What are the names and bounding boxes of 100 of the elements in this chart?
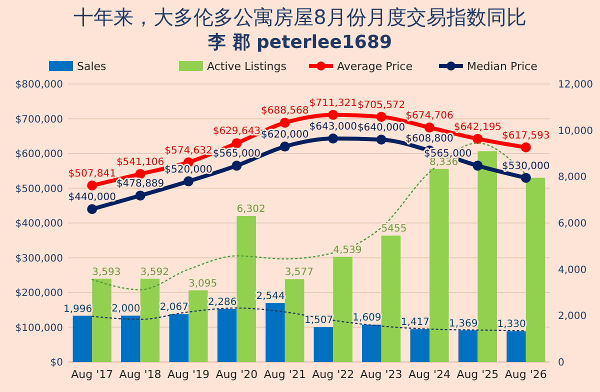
- bar: [381, 236, 401, 362]
- data-label: $507,841: [68, 168, 116, 180]
- x-tick-label: Aug '22: [312, 368, 354, 381]
- point: [87, 180, 98, 191]
- bar: [188, 290, 208, 362]
- data-label: 5455: [381, 224, 407, 235]
- x-tick-label: Aug '24: [408, 368, 450, 381]
- legend-label: Sales: [77, 60, 107, 73]
- data-label: $520,000: [164, 164, 212, 176]
- bar: [333, 256, 352, 362]
- y-tick-label: $100,000: [15, 322, 63, 334]
- data-label: $617,593: [502, 130, 550, 142]
- data-label: 3,577: [284, 267, 314, 278]
- point: [280, 142, 290, 152]
- data-label: 8,336: [430, 156, 458, 168]
- y2-tick-label: 8,000: [558, 172, 587, 184]
- data-label: $711,321: [309, 98, 357, 109]
- data-label: $541,106: [116, 156, 164, 168]
- y-tick-label: $300,000: [15, 253, 63, 264]
- x-tick-label: Aug '25: [456, 368, 499, 381]
- y-tick-label: $500,000: [15, 184, 63, 195]
- data-label: 1,996: [63, 304, 92, 315]
- point: [424, 122, 434, 133]
- bar: [140, 278, 160, 362]
- point: [184, 176, 194, 186]
- data-label: $642,195: [454, 122, 502, 133]
- point: [87, 204, 98, 214]
- bar: [410, 329, 430, 362]
- x-tick-label: Aug '18: [119, 368, 162, 381]
- bar: [92, 278, 112, 362]
- data-label: $688,568: [261, 106, 309, 117]
- data-label: $440,000: [68, 192, 116, 204]
- point: [328, 134, 338, 144]
- point: [472, 134, 483, 144]
- bar: [362, 324, 382, 362]
- data-label: $674,706: [406, 110, 454, 122]
- x-tick-label: Aug '23: [360, 368, 402, 381]
- x-tick-label: Aug '19: [168, 368, 210, 381]
- x-tick-label: Aug '21: [264, 368, 306, 381]
- bar: [430, 168, 449, 362]
- y2-tick-label: 6,000: [558, 218, 587, 230]
- y-tick-label: $200,000: [15, 288, 63, 299]
- data-label: 3,095: [188, 278, 218, 290]
- point: [376, 112, 386, 122]
- data-label: 2,067: [160, 302, 188, 314]
- point: [232, 160, 242, 171]
- y2-tick-label: 0: [558, 358, 564, 368]
- data-label: $608,800: [406, 133, 454, 144]
- data-label: 1,609: [352, 312, 382, 324]
- point: [376, 134, 386, 145]
- y2-tick-label: 2,000: [558, 311, 587, 322]
- bar: [458, 330, 478, 362]
- data-label: 1,369: [449, 318, 478, 330]
- bar: [121, 316, 140, 362]
- data-label: 3,593: [92, 266, 121, 278]
- point: [328, 110, 338, 120]
- bar: [266, 303, 285, 362]
- x-tick-label: Aug '20: [216, 368, 258, 381]
- legend-label: Active Listings: [207, 60, 287, 73]
- data-label: 1,507: [304, 315, 334, 326]
- x-tick-label: Aug '17: [71, 368, 114, 381]
- bar: [284, 279, 304, 362]
- y2-tick-label: 10,000: [558, 126, 593, 137]
- data-label: $620,000: [261, 130, 309, 141]
- y2-tick-label: 4,000: [558, 264, 587, 276]
- chart-title: 十年来，大多伦多公寓房屋8月份月度交易指数同比: [74, 5, 526, 29]
- y-tick-label: $700,000: [15, 114, 63, 126]
- data-label: 1,417: [400, 317, 430, 328]
- y2-tick-label: 12,000: [558, 80, 593, 90]
- data-label: $643,000: [309, 122, 357, 133]
- data-label: $640,000: [357, 122, 406, 134]
- point: [135, 190, 146, 201]
- bar: [478, 151, 497, 362]
- bar: [169, 314, 188, 362]
- data-label: 1,330: [497, 319, 526, 330]
- data-label: $530,000: [502, 160, 550, 172]
- data-label: $574,632: [164, 145, 212, 156]
- point: [472, 160, 483, 171]
- data-label: $705,572: [357, 100, 406, 111]
- y-tick-label: $600,000: [15, 149, 63, 160]
- data-label: 2,544: [256, 291, 285, 302]
- point: [280, 118, 290, 128]
- y-tick-label: $0: [50, 358, 63, 368]
- data-label: $629,643: [212, 126, 261, 138]
- y-tick-label: $800,000: [15, 80, 63, 90]
- chart-subtitle: 李 郡 peterlee1689: [207, 32, 392, 53]
- bar: [526, 178, 546, 362]
- point: [520, 142, 531, 152]
- bar: [314, 327, 334, 362]
- point: [520, 172, 531, 183]
- data-label: 6,302: [236, 204, 266, 216]
- y-tick-label: $400,000: [15, 218, 63, 230]
- point: [232, 138, 242, 148]
- data-label: 3,592: [140, 266, 169, 278]
- legend-label: Average Price: [337, 60, 413, 73]
- bar: [217, 309, 237, 362]
- bar: [72, 316, 92, 362]
- data-label: 2,000: [112, 304, 140, 315]
- x-tick-label: Aug '26: [504, 368, 547, 381]
- bar: [236, 216, 256, 362]
